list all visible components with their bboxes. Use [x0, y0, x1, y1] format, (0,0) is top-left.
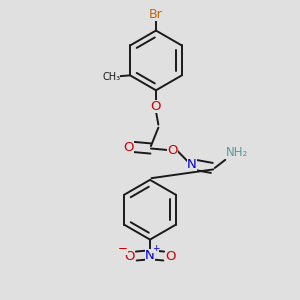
Text: Br: Br: [149, 8, 163, 21]
Text: +: +: [152, 244, 159, 253]
Text: O: O: [167, 143, 178, 157]
Text: O: O: [151, 100, 161, 113]
Text: CH₃: CH₃: [102, 72, 120, 82]
Text: O: O: [165, 250, 175, 262]
Text: NH₂: NH₂: [226, 146, 248, 160]
Text: O: O: [124, 140, 134, 154]
Text: N: N: [145, 249, 155, 262]
Text: −: −: [118, 242, 128, 255]
Text: N: N: [187, 158, 197, 171]
Text: O: O: [125, 250, 135, 262]
